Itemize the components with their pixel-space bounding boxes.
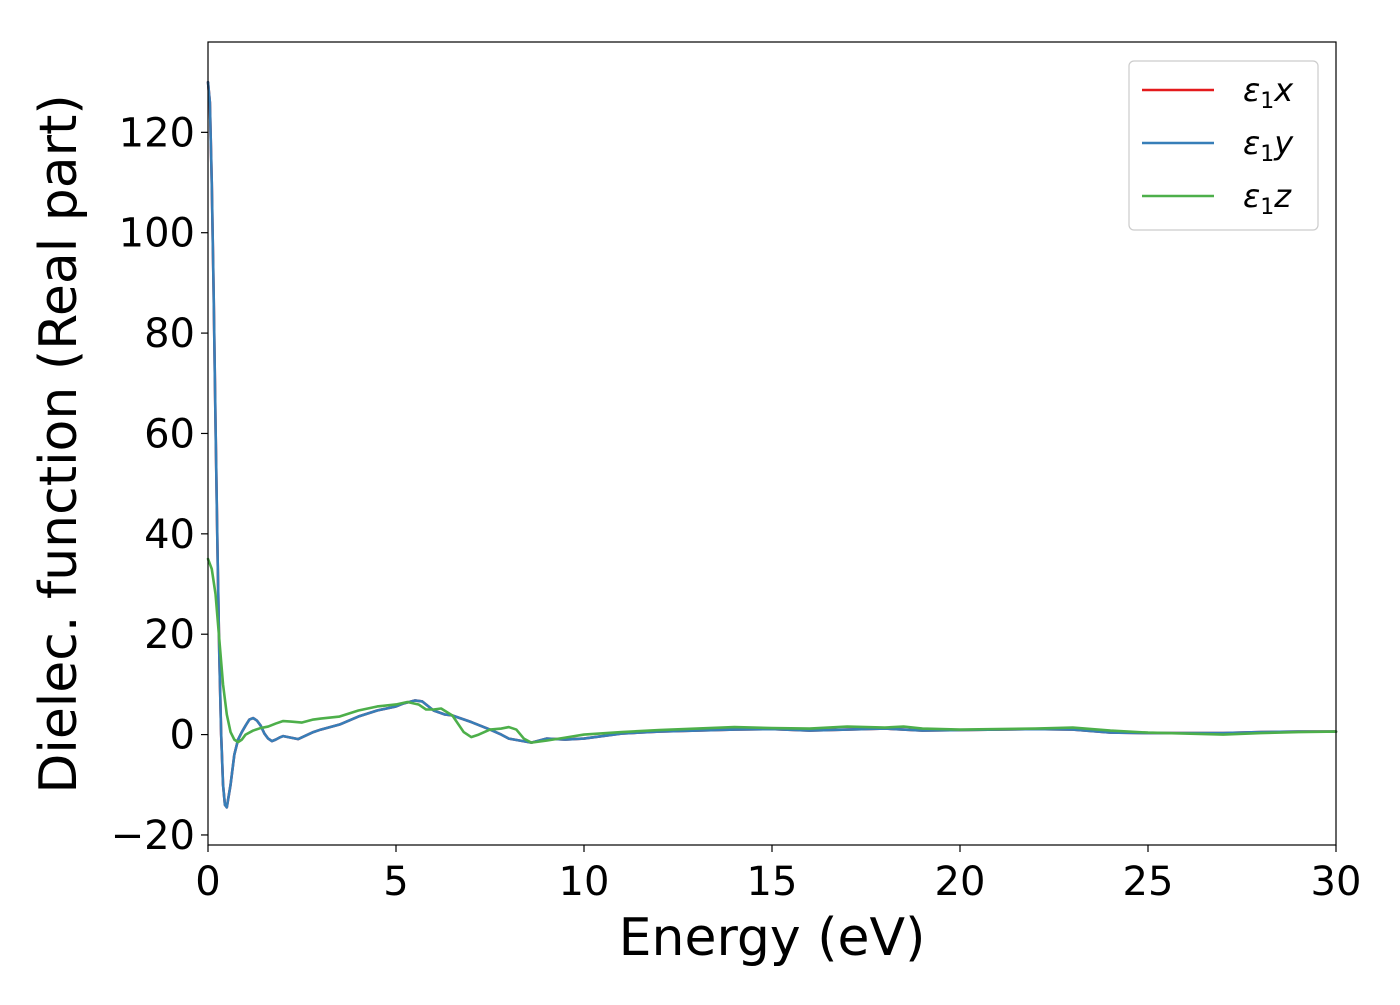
series-layer [206,80,1338,809]
y-tick-label: 80 [144,311,195,357]
y-tick-label: 20 [144,612,195,658]
legend-label-z: ε1z [1243,177,1292,220]
y-tick-label: −20 [111,813,195,859]
y-axis-ticks: −20 0 20 40 60 80 100 120 [111,110,208,859]
y-axis-title: Dielec. function (Real part) [29,94,89,793]
legend-label-x: ε1x [1243,71,1294,114]
legend-entries: ε1x ε1y ε1z [1142,71,1294,220]
legend-box [1128,60,1319,231]
x-tick-label: 15 [747,859,798,905]
x-tick-label: 30 [1311,859,1362,905]
x-tick-label: 10 [559,859,610,905]
x-axis-title: Energy (eV) [619,908,926,968]
y-tick-label: 40 [144,512,195,558]
y-tick-label: 100 [119,211,195,257]
x-tick-label: 0 [195,859,220,905]
y-tick-label: 0 [170,713,195,759]
x-tick-label: 5 [383,859,408,905]
x-tick-label: 25 [1123,859,1174,905]
y-tick-label: 60 [144,411,195,457]
x-axis-ticks: 0 5 10 15 20 25 30 [195,845,1361,905]
series-line-z [206,557,1338,744]
y-tick-label: 120 [119,110,195,156]
x-tick-label: 20 [935,859,986,905]
legend: ε1x ε1y ε1z [1128,60,1319,231]
legend-label-y: ε1y [1243,124,1294,167]
